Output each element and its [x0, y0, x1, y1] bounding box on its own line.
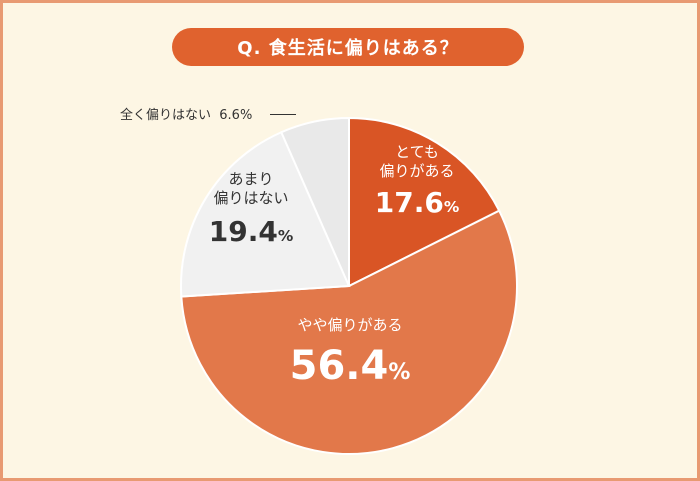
slice-percent: 17.6% — [352, 185, 482, 220]
percent-number: 6.6 — [219, 108, 240, 123]
slice-percent: 19.4% — [186, 214, 316, 249]
percent-unit: % — [388, 359, 411, 385]
percent-number: 56.4 — [289, 342, 389, 389]
slice-name-line: 偏りはない — [213, 188, 289, 207]
pie-slice-1 — [180, 209, 518, 455]
slice-percent: 56.4% — [245, 341, 455, 391]
percent-unit: % — [443, 197, 460, 216]
chart-title: Q. 食生活に偏りはある？ — [172, 28, 524, 66]
slice-label-mattaku: 全く偏りはない 6.6% — [120, 104, 252, 123]
slice-label-amari: あまり 偏りはない 19.4% — [186, 170, 316, 249]
percent-unit: % — [239, 108, 253, 123]
pie-slice-3 — [279, 116, 350, 287]
slice-label-yaya: やや偏りがある 56.4% — [245, 316, 455, 391]
slice-name-line: やや偏りがある — [297, 316, 403, 334]
slice-name-line: とても — [395, 143, 439, 161]
slice-name: 全く偏りはない — [120, 108, 212, 123]
percent-unit: % — [277, 226, 294, 245]
percent-number: 19.4 — [208, 214, 278, 248]
pie-slice-0 — [348, 116, 501, 288]
slice-name-line: あまり — [228, 170, 274, 188]
leader-line — [270, 114, 296, 115]
percent-number: 17.6 — [374, 185, 444, 219]
slice-name-line: 偏りがある — [379, 161, 455, 180]
pie-slice-2 — [179, 130, 351, 298]
slice-label-totemo: とても 偏りがある 17.6% — [352, 143, 482, 220]
